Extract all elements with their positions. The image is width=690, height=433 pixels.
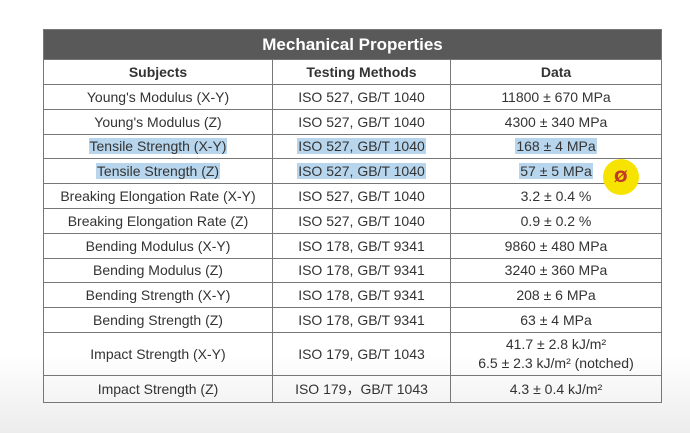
method-cell: ISO 527, GB/T 1040: [272, 183, 451, 209]
table-row: Bending Strength (X-Y) ISO 178, GB/T 934…: [43, 282, 663, 309]
table-row: Impact Strength (Z) ISO 179，GB/T 1043 4.…: [43, 374, 663, 403]
data-cell: 11800 ± 670 MPa: [449, 84, 663, 110]
method-cell: ISO 527, GB/T 1040: [272, 207, 451, 234]
table-title: Mechanical Properties: [42, 29, 663, 60]
data-cell: 63 ± 4 MPa: [449, 307, 663, 333]
method-cell[interactable]: ISO 527, GB/T 1040: [272, 158, 451, 185]
header-testing-methods: Testing Methods: [272, 59, 451, 85]
selected-text[interactable]: Tensile Strength (Z): [95, 163, 221, 180]
table-row: Young's Modulus (X-Y) ISO 527, GB/T 1040…: [43, 84, 663, 110]
data-cell: 3240 ± 360 MPa: [449, 257, 663, 284]
table-row: Breaking Elongation Rate (X-Y) ISO 527, …: [43, 183, 663, 209]
text-cursor-icon: Ø: [614, 167, 628, 186]
table-row: Impact Strength (X-Y) ISO 179, GB/T 1043…: [43, 331, 663, 376]
data-line-1: 41.7 ± 2.8 kJ/m²: [505, 335, 607, 352]
mechanical-properties-table: Mechanical Properties Subjects Testing M…: [42, 29, 663, 403]
data-cell: 9860 ± 480 MPa: [449, 232, 663, 259]
table-row: Bending Modulus (Z) ISO 178, GB/T 9341 3…: [43, 257, 663, 284]
method-cell: ISO 178, GB/T 9341: [272, 257, 451, 284]
table-row: Bending Modulus (X-Y) ISO 178, GB/T 9341…: [43, 232, 663, 259]
method-cell: ISO 178, GB/T 9341: [272, 232, 451, 259]
table-row: Young's Modulus (Z) ISO 527, GB/T 1040 4…: [43, 108, 663, 135]
subject-cell: Young's Modulus (X-Y): [43, 84, 273, 110]
table-row-selected[interactable]: Tensile Strength (Z) ISO 527, GB/T 1040 …: [43, 158, 663, 185]
method-cell: ISO 178, GB/T 9341: [272, 282, 451, 309]
method-cell: ISO 179，GB/T 1043: [272, 374, 451, 403]
data-cell: 0.9 ± 0.2 %: [449, 207, 663, 234]
subject-cell: Bending Modulus (X-Y): [43, 232, 273, 259]
data-cell: 4.3 ± 0.4 kJ/m²: [449, 374, 663, 403]
subject-cell: Bending Strength (Z): [43, 307, 273, 333]
subject-cell: Impact Strength (X-Y): [43, 331, 273, 376]
data-cell: 41.7 ± 2.8 kJ/m² 6.5 ± 2.3 kJ/m² (notche…: [449, 331, 663, 376]
selected-text[interactable]: ISO 527, GB/T 1040: [297, 163, 426, 180]
header-subjects: Subjects: [43, 59, 273, 85]
subject-cell: Breaking Elongation Rate (Z): [43, 207, 273, 234]
subject-cell[interactable]: Tensile Strength (X-Y): [43, 133, 273, 160]
data-cell[interactable]: 168 ± 4 MPa: [449, 133, 663, 160]
table-row: Bending Strength (Z) ISO 178, GB/T 9341 …: [43, 307, 663, 333]
subject-cell: Bending Modulus (Z): [43, 257, 273, 284]
data-cell: 208 ± 6 MPa: [449, 282, 663, 309]
selected-text[interactable]: Tensile Strength (X-Y): [88, 138, 228, 155]
method-cell: ISO 179, GB/T 1043: [272, 331, 451, 376]
data-line-2: 6.5 ± 2.3 kJ/m² (notched): [478, 354, 634, 371]
subject-cell: Breaking Elongation Rate (X-Y): [43, 183, 273, 209]
header-data: Data: [449, 59, 663, 85]
method-cell[interactable]: ISO 527, GB/T 1040: [272, 133, 451, 160]
subject-cell[interactable]: Tensile Strength (Z): [43, 158, 273, 185]
selected-text[interactable]: 168 ± 4 MPa: [515, 138, 597, 155]
method-cell: ISO 527, GB/T 1040: [272, 84, 451, 110]
data-cell: 4300 ± 340 MPa: [449, 108, 663, 135]
subject-cell: Impact Strength (Z): [43, 374, 273, 403]
subject-cell: Young's Modulus (Z): [43, 108, 273, 135]
method-cell: ISO 178, GB/T 9341: [272, 307, 451, 333]
header-row: Subjects Testing Methods Data: [43, 59, 663, 85]
selected-text[interactable]: 57 ± 5 MPa: [519, 163, 593, 180]
subject-cell: Bending Strength (X-Y): [43, 282, 273, 309]
cursor-highlight: [603, 159, 639, 195]
selected-text[interactable]: ISO 527, GB/T 1040: [297, 138, 426, 155]
table-row: Breaking Elongation Rate (Z) ISO 527, GB…: [43, 207, 663, 234]
method-cell: ISO 527, GB/T 1040: [272, 108, 451, 135]
table-row-selected[interactable]: Tensile Strength (X-Y) ISO 527, GB/T 104…: [43, 133, 663, 160]
